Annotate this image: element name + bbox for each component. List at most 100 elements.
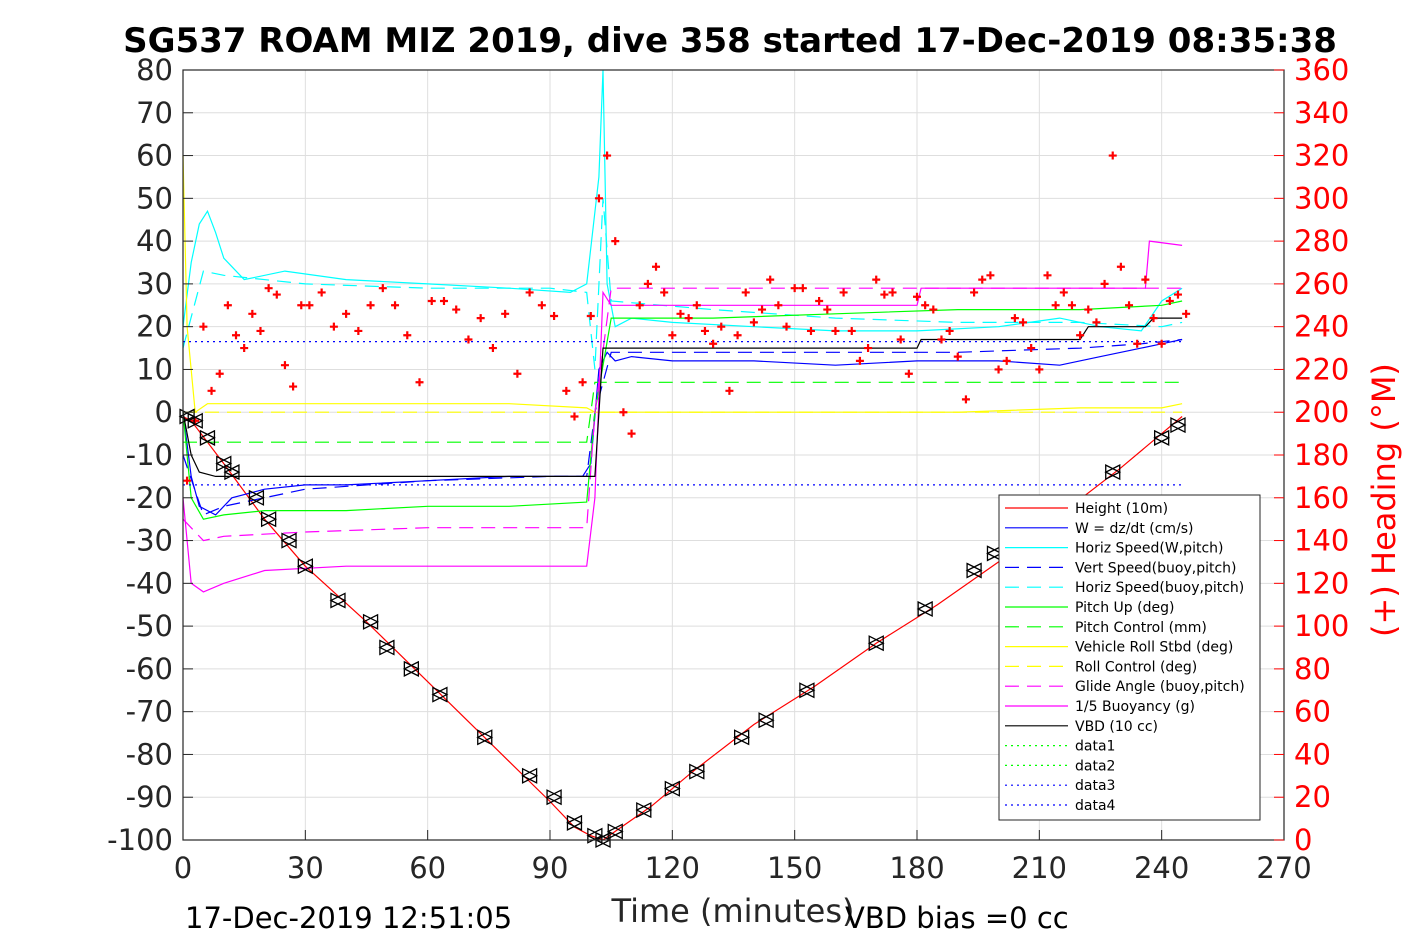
y2-tick-label: 240 <box>1294 310 1349 344</box>
heading-point <box>774 301 783 310</box>
heading-point <box>684 314 693 323</box>
series-line-4 <box>182 198 1183 370</box>
height-marker <box>688 763 706 780</box>
heading-point <box>1035 365 1044 374</box>
heading-point <box>1116 262 1125 271</box>
legend-label: Pitch Control (mm) <box>1075 620 1207 636</box>
y2-tick-label: 300 <box>1294 181 1349 215</box>
heading-point <box>652 262 661 271</box>
heading-point <box>1173 290 1182 299</box>
height-marker <box>798 682 816 699</box>
legend-label: Pitch Up (deg) <box>1075 600 1174 616</box>
heading-point <box>986 271 995 280</box>
heading-point <box>594 194 603 203</box>
heading-point <box>815 297 824 305</box>
legend-label: Vert Speed(buoy,pitch) <box>1075 560 1237 576</box>
y-tick-label: -100 <box>107 823 173 857</box>
heading-point <box>619 408 628 417</box>
heading-point <box>896 335 905 344</box>
height-marker <box>867 635 885 652</box>
y2-tick-label: 140 <box>1294 524 1349 558</box>
height-marker <box>545 789 563 806</box>
y-tick-label: -80 <box>126 737 173 771</box>
height-marker <box>635 802 653 819</box>
heading-point <box>378 284 387 293</box>
y2-tick-label: 160 <box>1294 481 1349 515</box>
height-marker <box>431 686 449 703</box>
heading-point <box>476 314 485 323</box>
heading-point <box>790 284 799 293</box>
height-marker <box>402 660 420 677</box>
heading-point <box>1125 301 1134 310</box>
heading-point <box>289 382 298 391</box>
y2-tick-label: 0 <box>1294 823 1312 857</box>
legend-label: Height (10m) <box>1075 501 1168 517</box>
heading-point <box>961 395 970 404</box>
heading-point <box>1141 275 1150 284</box>
heading-point <box>1067 301 1076 310</box>
y2-tick-label: 120 <box>1294 566 1349 600</box>
heading-point <box>256 326 265 335</box>
heading-point <box>464 335 473 344</box>
x-tick-label: 240 <box>1134 851 1189 885</box>
heading-point <box>627 429 636 438</box>
height-marker <box>362 613 380 630</box>
height-marker <box>606 823 624 840</box>
height-marker <box>1104 464 1122 481</box>
height-marker <box>1153 429 1171 446</box>
y-tick-label: 0 <box>155 395 173 429</box>
height-marker <box>566 814 583 831</box>
heading-point <box>635 301 644 310</box>
heading-point <box>207 386 216 395</box>
heading-point <box>452 305 461 314</box>
heading-point <box>191 416 200 425</box>
heading-point <box>888 288 897 297</box>
legend-label: Horiz Speed(buoy,pitch) <box>1075 580 1244 596</box>
heading-point <box>937 335 946 344</box>
y-tick-label: 20 <box>136 310 173 344</box>
heading-point <box>215 369 224 378</box>
heading-point <box>709 339 718 348</box>
x-tick-label: 270 <box>1256 851 1311 885</box>
heading-point <box>692 301 701 310</box>
height-marker <box>199 429 216 446</box>
height-marker <box>215 455 233 472</box>
heading-point <box>272 290 281 299</box>
heading-point <box>864 344 873 353</box>
heading-point <box>929 305 938 314</box>
heading-point <box>603 151 612 160</box>
legend-label: Vehicle Roll Stbd (deg) <box>1075 640 1233 656</box>
y-tick-label: -20 <box>126 481 173 515</box>
heading-point <box>913 292 921 301</box>
heading-point <box>855 356 864 365</box>
heading-point <box>847 326 856 335</box>
legend-label: Horiz Speed(W,pitch) <box>1075 541 1223 557</box>
y2-tick-label: 220 <box>1294 352 1349 386</box>
heading-point <box>1084 305 1093 314</box>
series-line-5 <box>182 300 1183 520</box>
legend-label: Roll Control (deg) <box>1075 659 1197 675</box>
heading-point <box>199 322 208 331</box>
heading-point <box>1108 151 1117 160</box>
heading-point <box>1027 344 1036 353</box>
heading-point <box>1182 309 1191 318</box>
heading-point <box>223 301 232 310</box>
heading-point <box>1059 288 1068 297</box>
heading-point <box>782 322 791 331</box>
heading-point <box>978 275 987 284</box>
y-tick-label: 60 <box>136 139 173 173</box>
x-tick-label: 210 <box>1012 851 1067 885</box>
y-tick-label: -30 <box>126 524 173 558</box>
heading-point <box>550 311 559 320</box>
height-marker <box>476 729 494 746</box>
legend-label: W = dz/dt (cm/s) <box>1075 521 1194 537</box>
plot-area <box>178 69 1191 849</box>
heading-point <box>1149 314 1158 323</box>
heading-point <box>798 284 807 293</box>
y-tick-label: 10 <box>136 352 173 386</box>
y-tick-label: 40 <box>136 224 173 258</box>
x-tick-label: 90 <box>532 851 569 885</box>
heading-point <box>1019 318 1028 327</box>
heading-point <box>806 326 815 335</box>
